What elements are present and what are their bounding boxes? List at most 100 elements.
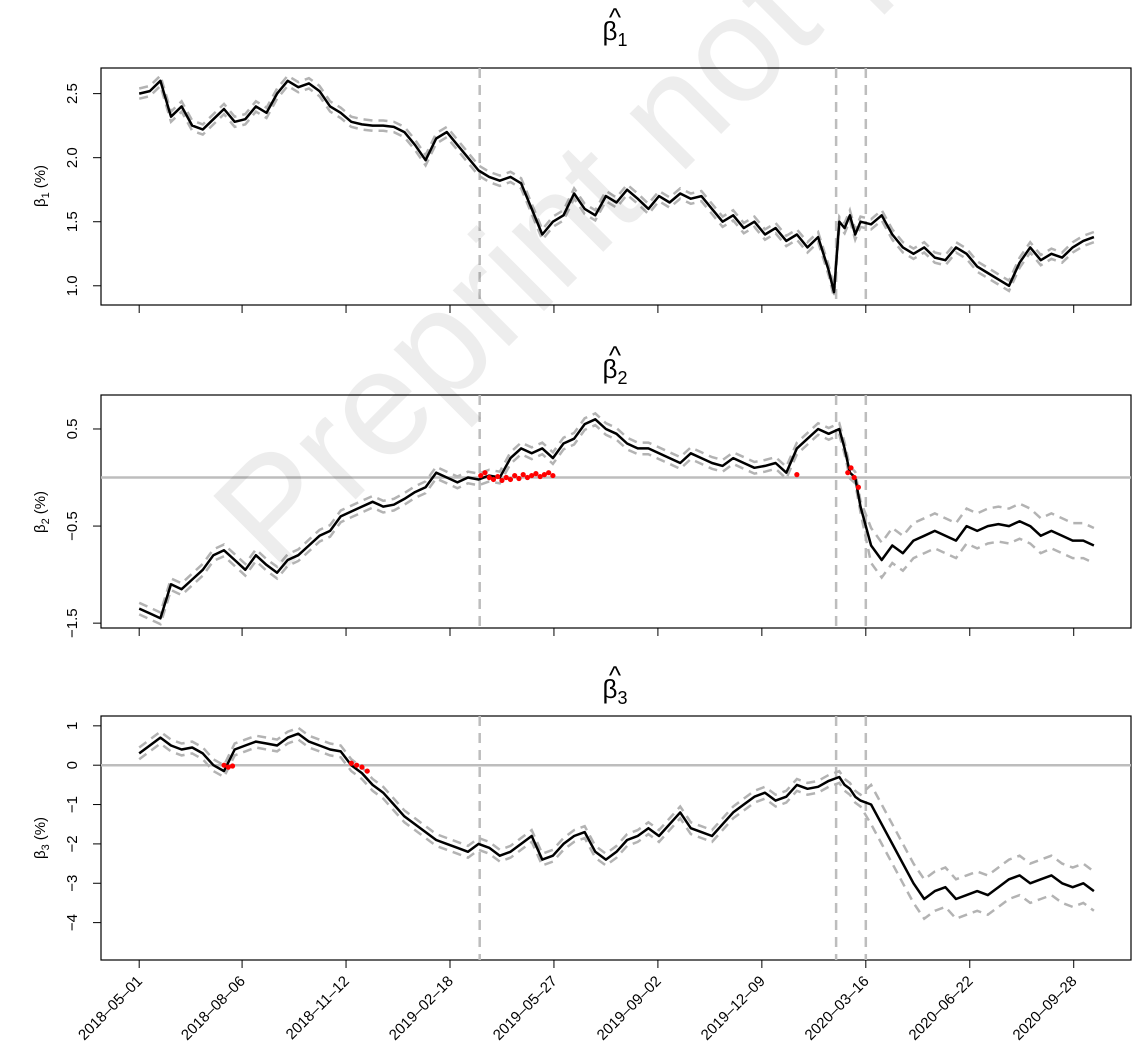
plot-frame: [100, 394, 1132, 629]
ylabel-unit: (%): [32, 491, 49, 514]
x-tick-label: 2019–12–09: [698, 973, 769, 1044]
y-tick-label: 2.0: [64, 147, 81, 168]
y-tick-label: 1.5: [64, 211, 81, 232]
x-tick-labels: 2018–05–01 2018–08–06 2018–11–12 2019–02–18…: [75, 973, 1081, 1044]
insignificant-point: [537, 473, 543, 480]
insignificant-point: [359, 764, 365, 770]
insignificant-point: [541, 472, 547, 478]
title-hat: ^: [609, 660, 622, 690]
insignificant-point: [851, 474, 857, 481]
insignificant-point: [533, 471, 539, 477]
insignificant-point: [348, 760, 354, 766]
x-tick-label: 2020–03–16: [802, 973, 873, 1044]
confidence-bands: [138, 411, 1095, 626]
insignificant-point: [848, 465, 854, 471]
event-lines: [478, 68, 868, 305]
x-tick-label: 2018–11–12: [283, 973, 353, 1043]
y-tick-label: 0.5: [64, 419, 81, 440]
title-hat: ^: [609, 340, 622, 370]
confidence-bands: [138, 73, 1095, 298]
insignificant-point: [221, 762, 227, 768]
insignificant-point: [845, 470, 851, 476]
y-axis-label: β2 (%): [32, 491, 52, 533]
x-tick-label: 2018–05–01: [75, 973, 146, 1044]
title-symbol: β: [603, 674, 618, 704]
estimate-series: [138, 732, 1095, 901]
estimate-series: [138, 418, 1095, 620]
x-ticks: [138, 960, 1075, 968]
lower-band: [138, 738, 1095, 921]
y-tick-label: −3: [64, 875, 81, 892]
panel-title-beta1: β1: [603, 16, 628, 50]
y-ticks: −4 −3 −2 −1 0 1: [64, 722, 101, 931]
x-tick-label: 2018–08–06: [178, 973, 249, 1044]
insignificant-point: [364, 768, 370, 774]
insignificant-point: [486, 474, 492, 481]
ylabel-sub: 3: [40, 844, 52, 850]
panel-beta1: β1 ^ β1(%) 1.01.52.02.5: [32, 2, 1132, 313]
estimate-line: [138, 79, 1095, 294]
insignificant-point: [225, 764, 231, 770]
event-lines: [478, 716, 868, 960]
x-tick-label: 2019–02–18: [386, 973, 457, 1044]
lower-band: [138, 83, 1095, 298]
x-ticks: [138, 628, 1075, 636]
x-tick-label: 2020–09–28: [1010, 973, 1081, 1044]
y-tick-label: −4: [64, 914, 81, 931]
y-tick-label: 0: [64, 761, 81, 769]
y-axis-label: β1 (%): [32, 165, 52, 207]
insignificant-point: [516, 475, 522, 482]
insignificant-point: [229, 763, 236, 769]
y-tick-label: −2: [64, 835, 81, 852]
ylabel-sub: 1: [40, 192, 52, 198]
insignificant-points: [221, 760, 370, 774]
estimate-line: [138, 732, 1095, 901]
panel-title-beta2: β2: [603, 354, 628, 388]
insignificant-point: [529, 472, 535, 479]
title-sub: 3: [617, 688, 627, 708]
insignificant-point: [855, 484, 861, 490]
insignificant-point: [490, 476, 497, 483]
event-lines: [478, 395, 868, 628]
insignificant-point: [495, 473, 501, 480]
y-tick-label: 2.5: [64, 83, 81, 104]
y-tick-label: −1: [64, 796, 81, 813]
ylabel-symbol: β: [32, 524, 49, 533]
insignificant-point: [546, 470, 552, 476]
upper-band: [138, 726, 1095, 882]
y-ticks: −1.5 −0.5 0.5: [64, 419, 101, 638]
x-tick-label: 2019–09–02: [594, 973, 665, 1044]
insignificant-point: [478, 472, 484, 479]
plot-frame: [100, 715, 1132, 961]
insignificant-point: [482, 470, 488, 476]
x-tick-label: 2020–06–22: [906, 973, 977, 1044]
insignificant-point: [794, 472, 800, 478]
insignificant-point: [354, 762, 360, 768]
title-sub: 1: [617, 30, 627, 50]
insignificant-point: [550, 472, 556, 479]
panel-beta3: β3 ^ β3(%) −4−3−2−101 2018–05–01 2018–08–…: [32, 660, 1132, 1044]
y-tick-label: −0.5: [64, 511, 81, 541]
insignificant-point: [499, 477, 505, 484]
title-hat: ^: [609, 2, 622, 32]
ylabel-unit: (%): [32, 817, 49, 840]
y-axis-label: β3 (%): [32, 817, 52, 859]
confidence-bands: [138, 726, 1095, 921]
plot-frame: [100, 67, 1132, 306]
upper-band: [138, 411, 1095, 615]
y-tick-label: 1.0: [64, 275, 81, 296]
panel-title-beta3: β3: [603, 674, 628, 708]
ylabel-sub: 2: [40, 518, 52, 524]
title-symbol: β: [603, 16, 618, 46]
insignificant-point: [512, 472, 518, 479]
insignificant-point: [524, 474, 531, 481]
y-tick-label: 1: [64, 722, 81, 730]
y-tick-label: −1.5: [64, 608, 81, 638]
ylabel-symbol: β: [32, 198, 49, 207]
ylabel-unit: (%): [32, 165, 49, 188]
estimate-series: [138, 79, 1095, 294]
insignificant-point: [507, 476, 514, 483]
insignificant-point: [503, 474, 509, 481]
panel-beta2: β2 ^ β2 (%) −1.5 −0.5 0.5: [32, 340, 1132, 638]
